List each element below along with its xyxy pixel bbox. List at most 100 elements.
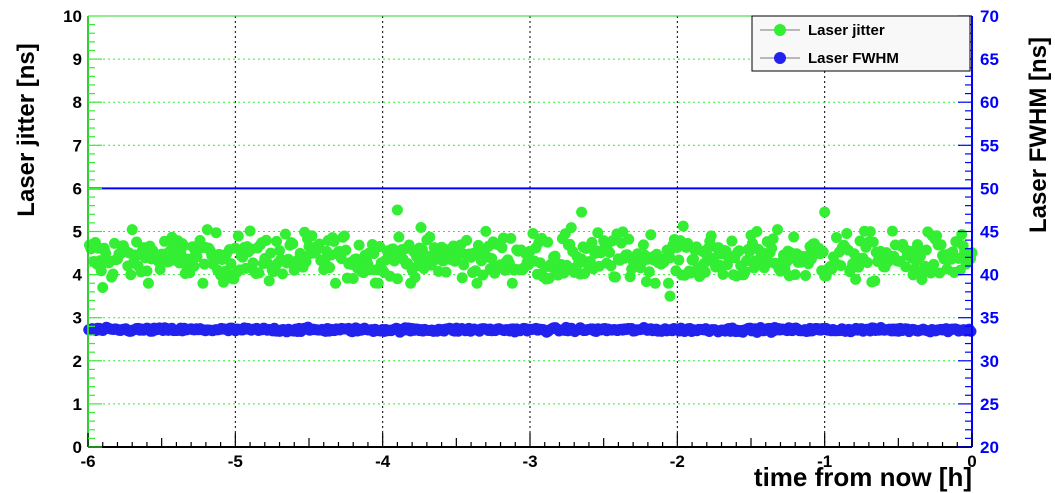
laser-jitter-point bbox=[766, 242, 778, 254]
laser-jitter-point bbox=[188, 260, 200, 272]
laser-jitter-point bbox=[505, 232, 517, 244]
legend-item-laser-fwhm: Laser FWHM bbox=[760, 50, 899, 67]
right-y-tick-label: 35 bbox=[980, 309, 999, 328]
left-y-tick-label: 9 bbox=[73, 50, 82, 69]
right-y-tick-label: 55 bbox=[980, 136, 999, 155]
laser-jitter-point bbox=[288, 264, 300, 276]
laser-jitter-point bbox=[850, 273, 862, 285]
laser-jitter-point bbox=[817, 246, 829, 258]
x-tick-label: -6 bbox=[80, 452, 95, 471]
laser-jitter-point bbox=[477, 269, 489, 281]
laser-jitter-point bbox=[835, 260, 847, 272]
legend-label-jitter: Laser jitter bbox=[808, 22, 885, 39]
laser-jitter-point bbox=[271, 235, 283, 247]
laser-jitter-point bbox=[604, 246, 616, 258]
left-y-tick-label: 2 bbox=[73, 352, 82, 371]
laser-jitter-point bbox=[739, 266, 751, 278]
laser-jitter-point bbox=[372, 277, 384, 289]
x-tick-label: -1 bbox=[817, 452, 832, 471]
laser-jitter-point bbox=[673, 254, 685, 266]
laser-jitter-point bbox=[125, 269, 137, 281]
laser-jitter-point bbox=[841, 227, 853, 239]
laser-jitter-point bbox=[95, 265, 107, 277]
laser-jitter-point bbox=[201, 224, 213, 236]
laser-jitter-point bbox=[142, 277, 154, 289]
laser-jitter-point bbox=[440, 266, 452, 278]
laser-jitter-point bbox=[274, 245, 286, 257]
laser-jitter-point bbox=[225, 258, 237, 270]
laser-jitter-point bbox=[640, 276, 652, 288]
laser-jitter-point bbox=[886, 225, 898, 237]
laser-jitter-point bbox=[649, 277, 661, 289]
laser-jitter-point bbox=[424, 231, 436, 243]
laser-jitter-point bbox=[565, 222, 577, 234]
laser-jitter-point bbox=[472, 239, 484, 251]
x-tick-label: -2 bbox=[670, 452, 685, 471]
laser-jitter-point bbox=[586, 236, 598, 248]
right-y-axis-title: Laser FWHM [ns] bbox=[1025, 37, 1052, 233]
laser-jitter-point bbox=[506, 277, 518, 289]
laser-jitter-point bbox=[263, 275, 275, 287]
laser-jitter-point bbox=[664, 252, 676, 264]
laser-jitter-point bbox=[662, 277, 674, 289]
axis-ticks: -6 -5 -4 -3 -2 -1 0012345678910202530354045505… bbox=[63, 7, 999, 471]
left-y-tick-label: 6 bbox=[73, 179, 82, 198]
laser-jitter-point bbox=[576, 206, 588, 218]
laser-jitter-point bbox=[869, 275, 881, 287]
left-y-axis-title: Laser jitter [ns] bbox=[13, 43, 40, 216]
laser-jitter-point bbox=[767, 233, 779, 245]
laser-jitter-point bbox=[198, 258, 210, 270]
laser-jitter-point bbox=[909, 263, 921, 275]
laser-jitter-point bbox=[218, 276, 230, 288]
left-y-tick-label: 8 bbox=[73, 93, 82, 112]
laser-jitter-point bbox=[741, 255, 753, 267]
right-y-tick-label: 30 bbox=[980, 352, 999, 371]
laser-jitter-point bbox=[900, 261, 912, 273]
laser-jitter-point bbox=[920, 244, 932, 256]
laser-jitter-point bbox=[456, 272, 468, 284]
laser-jitter-point bbox=[191, 251, 203, 263]
legend-marker-fwhm bbox=[774, 52, 786, 64]
x-tick-label: -3 bbox=[522, 452, 537, 471]
laser-jitter-point bbox=[864, 226, 876, 238]
laser-jitter-point bbox=[643, 266, 655, 278]
laser-jitter-point bbox=[415, 221, 427, 233]
laser-jitter-point bbox=[637, 239, 649, 251]
laser-jitter-point bbox=[819, 206, 831, 218]
laser-jitter-point bbox=[353, 239, 365, 251]
laser-jitter-point bbox=[956, 229, 968, 241]
laser-jitter-point bbox=[527, 228, 539, 240]
laser-jitter-point bbox=[247, 257, 259, 269]
laser-jitter-point bbox=[471, 277, 483, 289]
right-y-tick-label: 60 bbox=[980, 93, 999, 112]
laser-jitter-point bbox=[592, 227, 604, 239]
x-tick-label: 0 bbox=[967, 452, 976, 471]
laser-jitter-point bbox=[549, 250, 561, 262]
laser-jitter-point bbox=[253, 267, 265, 279]
laser-jitter-point bbox=[788, 231, 800, 243]
laser-jitter-point bbox=[458, 259, 470, 271]
laser-jitter-point bbox=[579, 268, 591, 280]
laser-jitter-point bbox=[705, 230, 717, 242]
laser-jitter-point bbox=[772, 224, 784, 236]
laser-jitter-point bbox=[330, 277, 342, 289]
left-y-tick-label: 1 bbox=[73, 395, 82, 414]
laser-jitter-point bbox=[935, 239, 947, 251]
right-y-tick-label: 50 bbox=[980, 179, 999, 198]
laser-jitter-point bbox=[925, 267, 937, 279]
laser-jitter-point bbox=[617, 226, 629, 238]
laser-jitter-point bbox=[347, 273, 359, 285]
laser-jitter-point bbox=[867, 236, 879, 248]
laser-jitter-point bbox=[698, 258, 710, 270]
right-y-tick-label: 45 bbox=[980, 223, 999, 242]
legend-item-laser-jitter: Laser jitter bbox=[760, 22, 885, 39]
left-y-tick-label: 7 bbox=[73, 136, 82, 155]
laser-jitter-point bbox=[306, 230, 318, 242]
laser-fwhm-point bbox=[965, 325, 977, 337]
legend-label-fwhm: Laser FWHM bbox=[808, 50, 899, 67]
laser-jitter-point bbox=[717, 268, 729, 280]
laser-jitter-point bbox=[789, 269, 801, 281]
laser-jitter-point bbox=[244, 225, 256, 237]
laser-jitter-point bbox=[682, 237, 694, 249]
